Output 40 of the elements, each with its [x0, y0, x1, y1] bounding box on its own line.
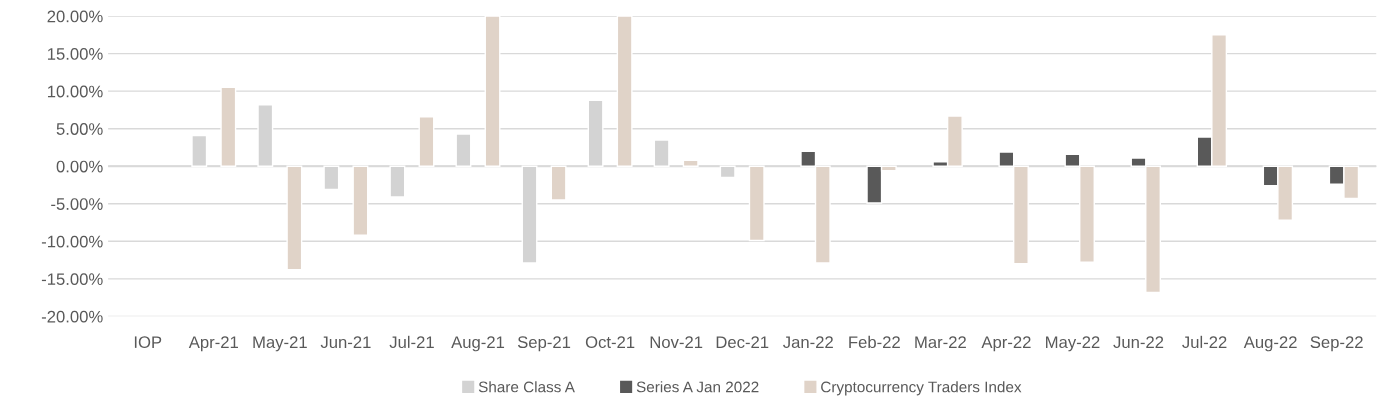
x-tick-label: Feb-22: [849, 335, 900, 349]
x-tick-label: May-21: [253, 336, 307, 352]
y-tick-label: 5.00%: [56, 123, 103, 135]
bar: [418, 116, 435, 167]
x-tick-label: Dec-21: [716, 336, 769, 349]
x-tick-label: Aug-22: [1243, 336, 1297, 352]
x-tick-label: Mar-22: [915, 336, 966, 349]
bar: [352, 165, 369, 236]
x-tick-label: Jul-21: [389, 335, 434, 349]
x-tick-label: Apr-22: [981, 336, 1031, 352]
x-tick-label: Jun-22: [1113, 336, 1164, 349]
y-tick-label: 10.00%: [47, 85, 103, 98]
x-tick-label: Jun-21: [320, 336, 371, 349]
x-tick-label: Aug-21: [451, 336, 505, 352]
x-tick-label: Oct-21: [585, 336, 635, 349]
y-tick-label: 20.00%: [47, 10, 103, 23]
y-tick-label: -15.00%: [41, 273, 103, 286]
bar: [484, 16, 501, 167]
x-tick-label: Jan-22: [783, 336, 833, 349]
y-tick-label: 0.00%: [56, 160, 103, 173]
x-tick-label: Jul-22: [1182, 335, 1227, 349]
y-tick-label: -5.00%: [51, 198, 103, 210]
x-tick-label: Sep-21: [517, 336, 571, 352]
bar: [682, 159, 699, 167]
x-tick-label: IOP: [134, 336, 162, 349]
x-tick-label: May-22: [1046, 336, 1100, 352]
y-tick-label: 15.00%: [47, 48, 103, 60]
legend-label: Cryptocurrency Traders Index: [821, 381, 1022, 396]
bar: [550, 165, 567, 201]
x-tick-label: Apr-21: [188, 336, 238, 352]
legend-label: Share Class A: [478, 381, 575, 393]
x-tick-label: Sep-22: [1310, 336, 1363, 352]
x-tick-label: Nov-21: [650, 336, 703, 349]
legend-label: Series A Jan 2022: [636, 381, 759, 393]
bar: [748, 165, 765, 242]
bar: [616, 16, 633, 167]
bar: [220, 86, 237, 167]
bar: [286, 165, 303, 271]
y-tick-label: -10.00%: [41, 235, 103, 248]
y-tick-label: -20.00%: [41, 310, 103, 323]
